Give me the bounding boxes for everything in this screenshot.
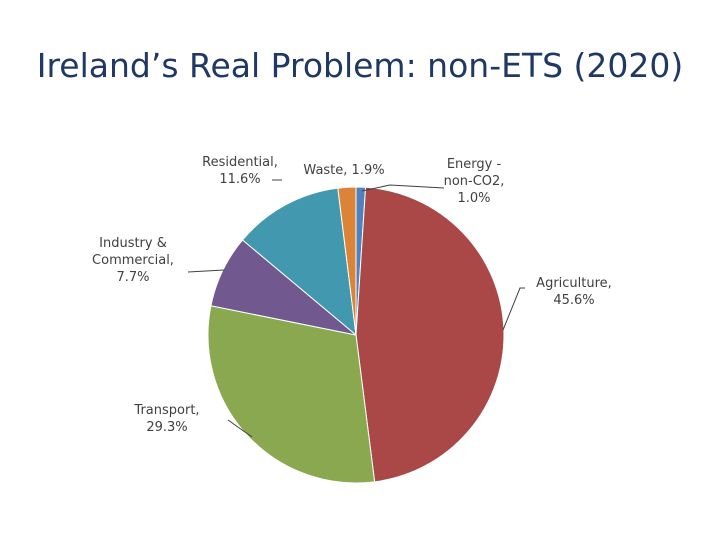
pie-slice-4	[241, 187, 357, 337]
leader-lines	[187, 179, 525, 438]
slice-label-4: Residential, 11.6%	[202, 155, 278, 187]
slice-label-1: Agriculture, 45.6%	[536, 276, 612, 308]
slice-labels: Energy -non-CO2, 1.0% Agriculture, 45.6% Tra…	[92, 155, 612, 435]
pie-slice-5	[337, 186, 357, 336]
slice-label-5: Waste, 1.9%	[303, 163, 384, 178]
pie-slices	[207, 186, 505, 484]
slice-label-2: Transport, 29.3%	[133, 403, 199, 435]
pie-slice-2	[207, 305, 376, 484]
leader-line-1	[502, 287, 525, 331]
leader-line-2	[227, 419, 253, 438]
leader-line-3	[187, 269, 225, 273]
slice-label-3: Industry & Commercial, 7.7%	[92, 236, 174, 285]
pie-slice-1	[355, 186, 505, 483]
leader-line-0	[361, 184, 445, 192]
slide-title: Ireland’s Real Problem: non-ETS (2020)	[36, 46, 684, 85]
slice-label-0: Energy -non-CO2, 1.0%	[444, 157, 505, 206]
